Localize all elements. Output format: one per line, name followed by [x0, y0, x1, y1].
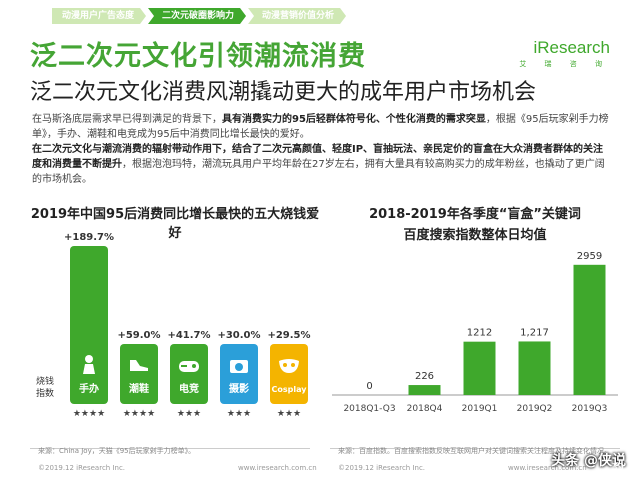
bar-label-4: +30.0%: [217, 330, 260, 341]
tab-breakout-influence[interactable]: 二次元破圈影响力: [148, 8, 246, 24]
bar-4: [220, 344, 258, 404]
spend-index-1: ★★★★: [73, 409, 105, 419]
section-tabs: 动漫用户广告态度 二次元破圈影响力 动漫营销价值分析: [52, 8, 348, 24]
spend-index-4: ★★★: [227, 409, 251, 419]
quarter-label-5: 2019Q3: [572, 404, 608, 414]
tab-marketing-value[interactable]: 动漫营销价值分析: [248, 8, 346, 24]
right-divider: [330, 448, 620, 449]
bar-3: [170, 344, 208, 404]
page-title: 泛二次元文化引领潮流消费: [30, 41, 366, 72]
gamepad-icon: [179, 361, 199, 372]
right-chart-title-line1: 2018-2019年各季度“盲盒”关键词: [369, 207, 581, 222]
quarter-bar-2: [408, 385, 441, 395]
spend-index-2: ★★★★: [123, 409, 155, 419]
sneaker-icon: [130, 360, 148, 371]
quarter-value-1: 0: [366, 381, 372, 392]
right-copyright: ©2019.12 iResearch Inc.: [338, 464, 426, 472]
iresearch-logo: iResearch 艾 瑞 咨 询: [519, 38, 610, 69]
camera-icon: [230, 360, 248, 373]
bar-5: [270, 344, 308, 404]
left-copyright: ©2019.12 iResearch Inc.: [38, 464, 126, 472]
left-source: 来源：China Joy，天猫《95后玩家剁手力榜单》。: [38, 447, 196, 455]
category-label-1: 手办: [79, 382, 99, 395]
logo-text: iResearch: [533, 38, 610, 57]
category-label-2: 潮鞋: [129, 382, 149, 395]
logo-subtext: 艾 瑞 咨 询: [519, 60, 610, 68]
bar-1: [70, 246, 108, 404]
left-url: www.iresearch.com.cn: [238, 464, 317, 472]
quarter-label-3: 2019Q1: [462, 404, 498, 414]
spend-index-5: ★★★: [277, 409, 301, 419]
bar-label-3: +41.7%: [167, 330, 210, 341]
bar-label-2: +59.0%: [117, 330, 160, 341]
quarter-label-1: 2018Q1-Q3: [343, 404, 395, 414]
quarter-bar-4: [518, 341, 551, 395]
row-label-line1: 烧钱: [36, 375, 54, 387]
watermark: 头条 @侠说: [551, 453, 626, 469]
body-text: 在马斯洛底层需求早已得到满足的背景下，具有消费实力的95后轻群体符号化、个性化消…: [32, 112, 612, 187]
page-subtitle: 泛二次元文化消费风潮撬动更大的成年用户市场机会: [30, 80, 537, 105]
quarter-bar-3: [463, 341, 496, 395]
quarter-value-5: 2959: [577, 251, 602, 262]
bar-label-1: +189.7%: [64, 232, 114, 243]
quarter-label-4: 2019Q2: [517, 404, 553, 414]
left-divider: [30, 448, 310, 449]
category-label-5: Cosplay: [272, 385, 308, 394]
right-chart-title-line2: 百度搜索指数整体日均值: [403, 228, 547, 243]
paragraph-2: 在二次元文化与潮流消费的辐射带动作用下，结合了二次元高颜值、轻度IP、盲抽玩法、…: [32, 144, 605, 185]
bar-label-5: +29.5%: [267, 330, 310, 341]
quarter-bar-5: [573, 264, 606, 395]
paragraph-1: 在马斯洛底层需求早已得到满足的背景下，具有消费实力的95后轻群体符号化、个性化消…: [32, 114, 609, 140]
tab-ad-attitude[interactable]: 动漫用户广告态度: [52, 8, 146, 24]
left-chart-title: 2019年中国95后消费同比增长最快的五大烧钱爱好: [30, 207, 320, 241]
right-source: 来源：百度指数。百度搜索指数反映互联网用户对关键词搜索关注程度及持续变化情况。: [338, 447, 608, 455]
spend-index-3: ★★★: [177, 409, 201, 419]
page-number: 39: [611, 462, 624, 473]
bar-2: [120, 344, 158, 404]
category-label-3: 电竞: [179, 382, 199, 395]
category-label-4: 摄影: [229, 382, 249, 395]
quarter-label-2: 2018Q4: [407, 404, 443, 414]
figure-icon: [83, 355, 95, 374]
quarter-value-4: 1,217: [520, 327, 549, 338]
quarter-value-3: 1212: [467, 328, 492, 339]
row-label-line2: 指数: [36, 387, 54, 399]
right-url: www.iresearch.com.cn: [508, 464, 587, 472]
quarter-value-2: 226: [415, 371, 434, 382]
mask-icon: [279, 359, 299, 373]
right-chart: 0 2018Q1-Q3 226 2018Q4 1212 2019Q1 1,217 2019Q2…: [332, 251, 618, 414]
